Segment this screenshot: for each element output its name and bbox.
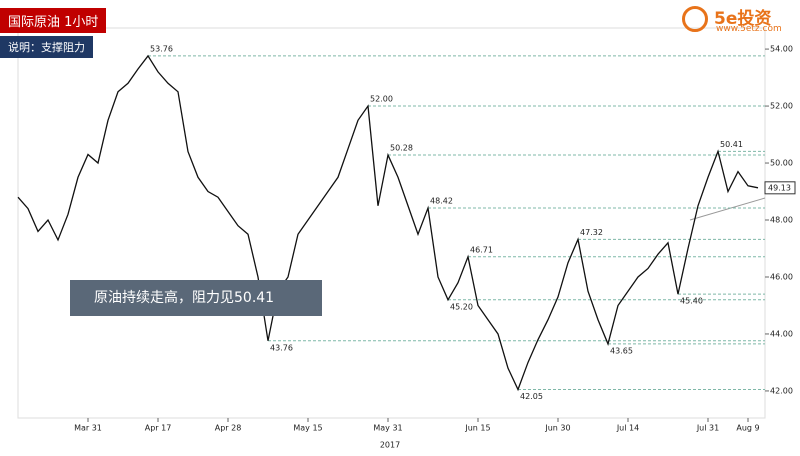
- level-label: 42.05: [520, 392, 543, 401]
- y-tick-label: 54.00: [770, 45, 793, 54]
- y-tick-label: 52.00: [770, 102, 793, 111]
- x-tick-label: May 31: [373, 424, 402, 433]
- level-label: 43.65: [610, 346, 633, 355]
- y-tick-label: 44.00: [770, 329, 793, 338]
- price-line: [17, 54, 759, 392]
- x-tick-label: Apr 17: [145, 424, 172, 433]
- last-price-tag: [764, 181, 796, 195]
- x-tick-label: May 15: [293, 424, 322, 433]
- level-label: 46.71: [470, 245, 493, 254]
- logo-icon: [682, 6, 708, 32]
- x-tick-label: Jun 15: [464, 424, 490, 433]
- last-price-label: 49.13: [768, 183, 791, 192]
- x-tick-label: Aug 9: [736, 424, 759, 433]
- plot-area: [17, 27, 766, 419]
- logo-url: www.5etz.com: [716, 24, 782, 34]
- level-label: 43.76: [270, 343, 293, 352]
- level-label: 48.42: [430, 197, 453, 206]
- x-year-label: 2017: [380, 441, 400, 450]
- level-label: 50.28: [390, 144, 413, 153]
- x-tick-label: Mar 31: [74, 424, 102, 433]
- annotation-box: 原油持续走高，阻力见50.41: [70, 280, 322, 316]
- level-label: 53.76: [150, 44, 173, 53]
- x-tick-label: Jul 31: [696, 424, 719, 433]
- level-label: 47.32: [580, 228, 603, 237]
- level-label: 52.00: [370, 95, 393, 104]
- level-label: 45.40: [680, 297, 703, 306]
- y-tick-label: 42.00: [770, 386, 793, 395]
- logo-name: 5e投资: [714, 9, 772, 29]
- y-tick-label: 46.00: [770, 272, 793, 281]
- trend-line: [689, 197, 766, 221]
- level-label: 45.20: [450, 302, 473, 311]
- y-tick-label: 50.00: [770, 159, 793, 168]
- level-label: 50.41: [720, 140, 743, 149]
- x-tick-label: Apr 28: [215, 424, 242, 433]
- x-tick-label: Jun 30: [544, 424, 570, 433]
- chart-subtitle: 说明：支撑阻力: [0, 36, 93, 58]
- x-tick-label: Jul 14: [616, 424, 639, 433]
- y-tick-label: 48.00: [770, 216, 793, 225]
- chart-title: 国际原油 1小时: [0, 8, 107, 33]
